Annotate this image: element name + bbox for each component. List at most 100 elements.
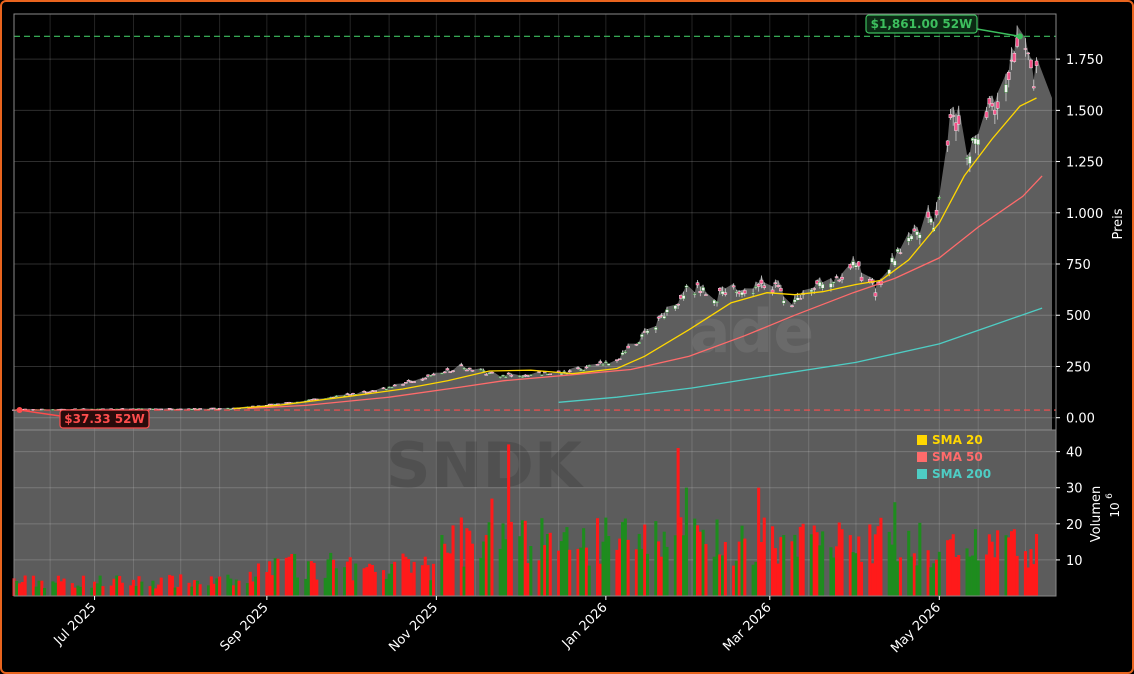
volume-bar [790,541,794,596]
candle-body [159,408,163,411]
volume-bar [860,561,864,596]
volume-multiplier-base: 10 [1108,502,1122,517]
low-52w-label-box [59,409,150,429]
volume-bar [973,529,977,596]
high-52w-pointer [976,28,1021,38]
candle-body [656,316,661,319]
candle-body [334,395,339,397]
candle-body [779,288,783,292]
candle-body [412,381,416,383]
volume-bar [634,549,638,596]
volume-bar [409,572,413,596]
volume-bar [893,502,897,596]
candle-body [984,111,989,118]
volume-bar [390,564,394,596]
volume-bar [93,581,97,596]
volume-bar [326,559,330,596]
volume-bar [348,557,352,596]
candle-body [568,370,572,372]
volume-bar [490,498,494,596]
volume-bar [562,532,566,596]
volume-bar [715,519,719,596]
volume-bar [1004,535,1008,596]
volume-bar [809,534,813,596]
volume-bar [443,543,447,596]
volume-bar [996,530,1000,596]
volume-bar [762,517,766,596]
volume-bar [965,548,969,596]
volume-bar [232,585,236,596]
volume-bar [159,577,163,596]
candle-body [401,384,405,386]
candle-body [701,287,705,291]
volume-bar [796,556,800,596]
candle-body [423,377,427,380]
candle-body [743,290,747,294]
volume-bar [170,575,174,596]
volume-bar [637,533,641,596]
date-tick-label: Sep 2025 [217,600,271,654]
volume-bar [523,520,527,596]
volume-bar [179,574,183,596]
volume-bar [295,577,299,596]
volume-bar [237,580,241,596]
candle-body [576,367,580,369]
volume-bar [268,561,272,596]
sma-20-line [233,97,1037,410]
candle-body [451,370,455,372]
candle-body [912,228,917,232]
volume-bar [712,556,716,596]
volume-bar [370,565,374,596]
candle-body [684,285,689,288]
volume-bar [168,574,172,596]
volume-bar [771,526,775,596]
candle-body [770,289,775,293]
candle-body [898,252,903,254]
volume-bar [971,555,975,596]
volume-bar [659,556,663,596]
volume-bar [871,563,875,596]
candle-body [848,264,853,269]
candle-body [440,372,444,375]
volume-bar [334,568,338,596]
volume-bar [459,517,463,596]
volume-bar [526,563,530,596]
candle-body [1012,53,1017,62]
candle-body [929,218,933,223]
volume-bar [646,553,650,596]
volume-bar [51,581,55,596]
volume-bar [621,521,625,596]
volume-bar [401,553,405,596]
volume-bar [79,586,83,596]
volume-bar [568,549,572,596]
volume-bar [34,586,38,596]
volume-bar [723,542,727,596]
candle-body [759,279,764,284]
volume-bar [1007,537,1011,596]
volume-bar [548,532,552,596]
volume-bar [43,588,47,596]
volume-bar [851,552,855,596]
legend-label-2: SMA 200 [932,467,991,481]
candle-body [654,327,658,330]
volume-bar [976,560,980,596]
volume-bar [31,575,35,596]
price-tick-label: 500 [1066,309,1091,324]
volume-bar [487,522,491,596]
low-52w-marker [16,407,23,414]
volume-bar [148,586,152,596]
volume-bar [226,574,230,596]
volume-bar [801,523,805,596]
candle-body [829,283,833,288]
volume-bar [468,530,472,596]
volume-bar [273,558,277,596]
candle-body [581,370,586,372]
volume-bar [440,535,444,596]
volume-bar [265,572,269,596]
volume-bar [407,559,411,596]
legend-swatch-1 [917,452,927,462]
candle-body [695,282,700,286]
volume-bar [18,583,22,596]
volume-bar [598,563,602,596]
candle-body [715,301,719,303]
